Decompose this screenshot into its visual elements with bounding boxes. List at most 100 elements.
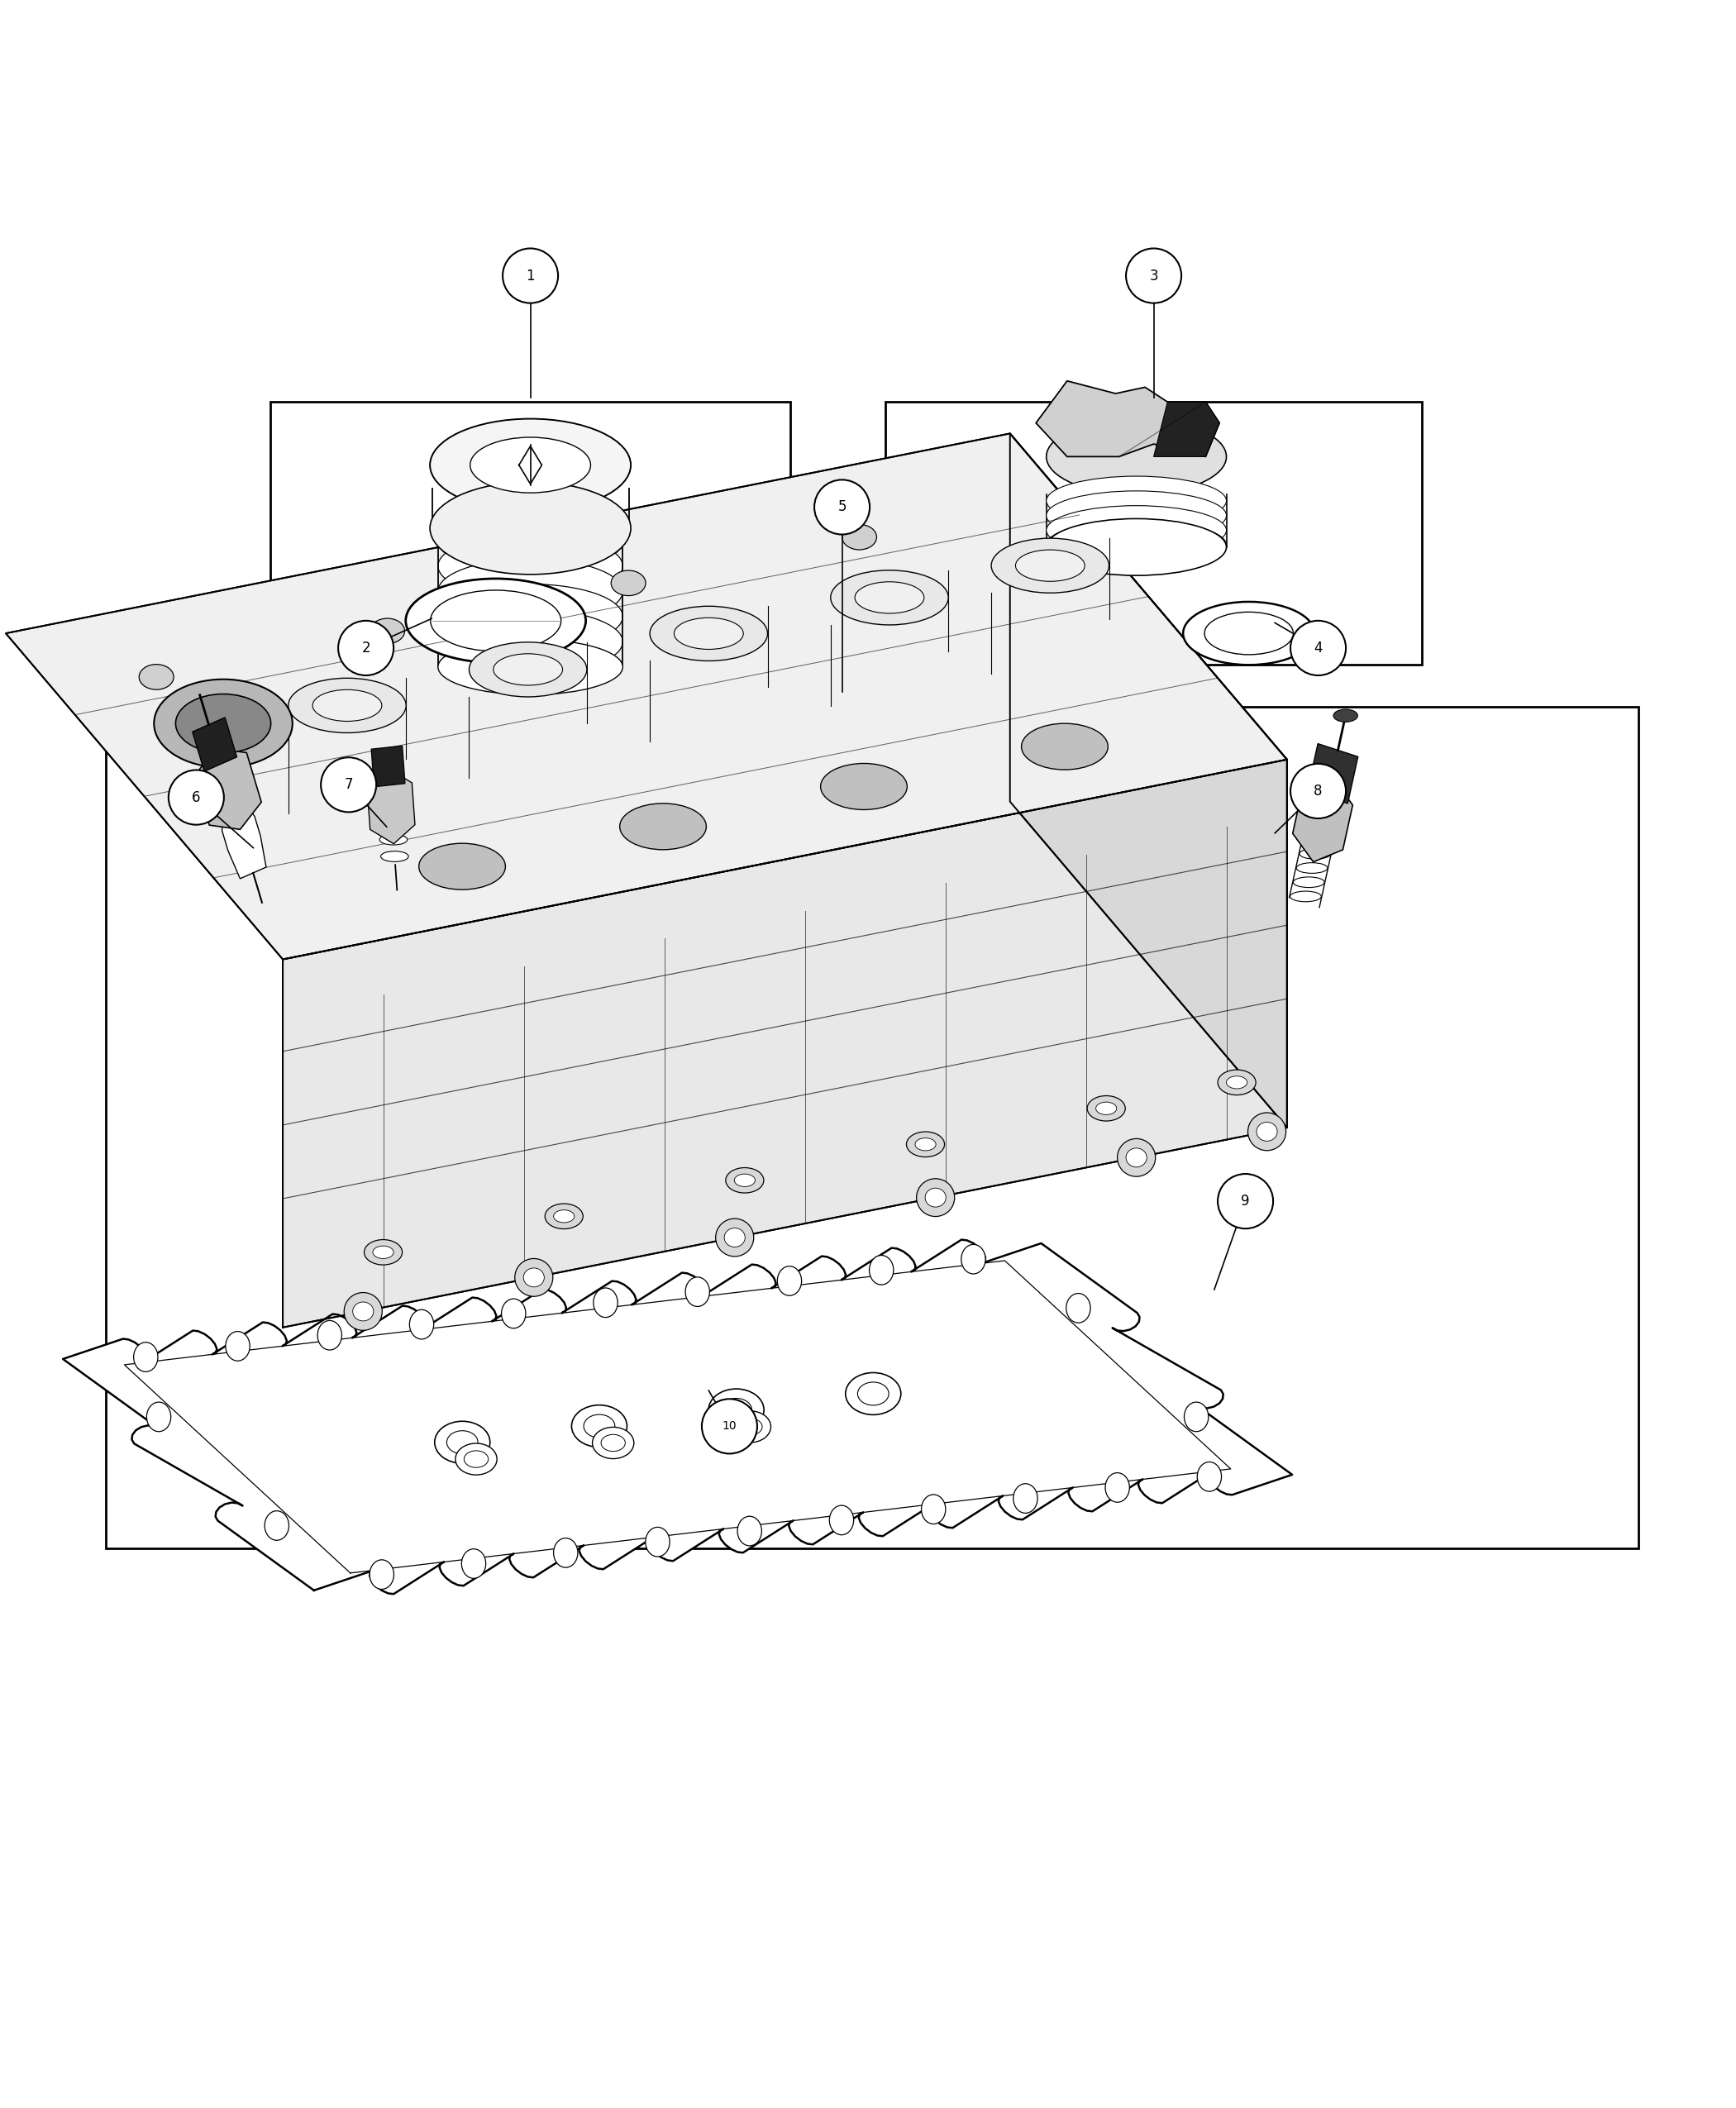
Ellipse shape: [1184, 601, 1314, 664]
Ellipse shape: [431, 419, 630, 512]
Ellipse shape: [406, 578, 585, 662]
Ellipse shape: [493, 653, 562, 685]
Ellipse shape: [455, 1444, 496, 1476]
Circle shape: [778, 1267, 802, 1296]
Ellipse shape: [601, 1436, 625, 1450]
Ellipse shape: [1047, 491, 1226, 540]
Circle shape: [1184, 1402, 1208, 1431]
Polygon shape: [1307, 744, 1358, 803]
Ellipse shape: [437, 559, 623, 624]
Polygon shape: [1010, 434, 1286, 1128]
Ellipse shape: [139, 664, 174, 689]
Bar: [106, 706, 1639, 1547]
Polygon shape: [62, 1240, 1292, 1594]
Ellipse shape: [1257, 1121, 1278, 1140]
Ellipse shape: [312, 689, 382, 721]
Circle shape: [830, 1505, 854, 1535]
Ellipse shape: [1217, 1174, 1272, 1229]
Ellipse shape: [437, 639, 623, 696]
Ellipse shape: [554, 1210, 575, 1223]
Ellipse shape: [1297, 862, 1328, 873]
Ellipse shape: [1047, 519, 1226, 575]
Circle shape: [1066, 1294, 1090, 1324]
Ellipse shape: [845, 1372, 901, 1414]
Ellipse shape: [720, 1398, 752, 1421]
Text: 5: 5: [838, 500, 847, 514]
Ellipse shape: [1300, 850, 1332, 860]
Ellipse shape: [1226, 1075, 1246, 1088]
Ellipse shape: [1127, 1149, 1147, 1168]
Polygon shape: [1036, 382, 1219, 457]
Text: 8: 8: [1314, 784, 1323, 799]
Ellipse shape: [1118, 1138, 1156, 1176]
Ellipse shape: [1205, 611, 1293, 656]
Circle shape: [922, 1495, 946, 1524]
Ellipse shape: [437, 584, 623, 649]
Ellipse shape: [344, 1292, 382, 1330]
Ellipse shape: [1293, 877, 1325, 887]
Circle shape: [146, 1402, 170, 1431]
Ellipse shape: [469, 643, 587, 698]
Ellipse shape: [434, 1421, 490, 1463]
Polygon shape: [5, 434, 1286, 959]
Ellipse shape: [446, 1431, 477, 1455]
Ellipse shape: [1127, 249, 1182, 304]
Ellipse shape: [380, 852, 408, 862]
Ellipse shape: [854, 582, 924, 613]
Ellipse shape: [503, 249, 557, 304]
Ellipse shape: [437, 533, 623, 599]
Ellipse shape: [571, 1406, 627, 1446]
Ellipse shape: [431, 483, 630, 573]
Ellipse shape: [1333, 708, 1358, 721]
Ellipse shape: [830, 571, 948, 624]
Ellipse shape: [915, 1138, 936, 1151]
Circle shape: [594, 1288, 618, 1318]
Ellipse shape: [418, 843, 505, 890]
Ellipse shape: [1016, 550, 1085, 582]
Ellipse shape: [339, 620, 394, 675]
Ellipse shape: [674, 618, 743, 649]
Bar: [885, 403, 1422, 664]
Circle shape: [134, 1343, 158, 1372]
Polygon shape: [1154, 403, 1219, 457]
Ellipse shape: [734, 1174, 755, 1187]
Text: 2: 2: [361, 641, 370, 656]
Circle shape: [962, 1244, 986, 1273]
Text: 4: 4: [1314, 641, 1323, 656]
Ellipse shape: [738, 1419, 762, 1436]
Ellipse shape: [583, 1414, 615, 1438]
Ellipse shape: [1217, 1069, 1255, 1094]
Circle shape: [410, 1309, 434, 1339]
Ellipse shape: [321, 757, 377, 812]
Ellipse shape: [175, 694, 271, 753]
Ellipse shape: [649, 607, 767, 662]
Circle shape: [870, 1254, 894, 1284]
Polygon shape: [283, 759, 1286, 1328]
Ellipse shape: [470, 436, 590, 493]
Polygon shape: [193, 717, 236, 772]
Ellipse shape: [1095, 1102, 1116, 1115]
Ellipse shape: [545, 1204, 583, 1229]
Polygon shape: [366, 769, 415, 843]
Ellipse shape: [1290, 763, 1345, 818]
Circle shape: [646, 1526, 670, 1556]
Text: 1: 1: [526, 268, 535, 282]
Circle shape: [738, 1516, 762, 1545]
Ellipse shape: [155, 679, 292, 767]
Circle shape: [318, 1320, 342, 1349]
Ellipse shape: [726, 1168, 764, 1193]
Polygon shape: [372, 746, 404, 786]
Ellipse shape: [464, 1450, 488, 1467]
Text: 10: 10: [722, 1421, 736, 1431]
Ellipse shape: [1047, 521, 1226, 569]
Bar: [271, 403, 790, 664]
Text: 7: 7: [344, 778, 352, 793]
Ellipse shape: [1021, 723, 1108, 769]
Ellipse shape: [431, 590, 561, 651]
Ellipse shape: [917, 1178, 955, 1216]
Ellipse shape: [1087, 1096, 1125, 1121]
Circle shape: [686, 1277, 710, 1307]
Ellipse shape: [592, 1427, 634, 1459]
Ellipse shape: [906, 1132, 944, 1157]
Polygon shape: [222, 807, 266, 879]
